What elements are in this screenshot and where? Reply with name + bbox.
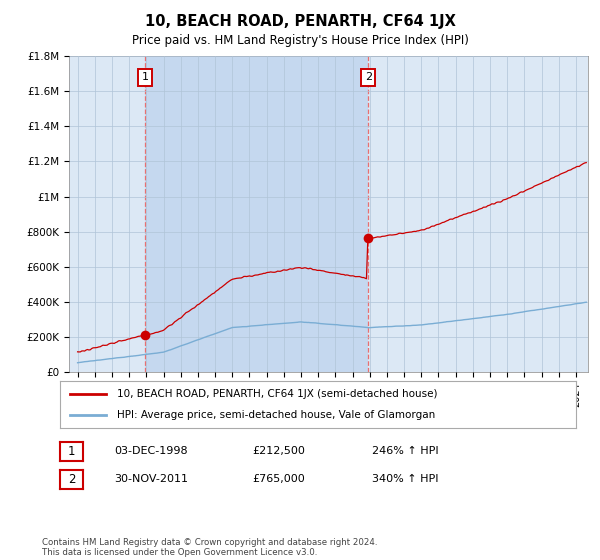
Text: 10, BEACH ROAD, PENARTH, CF64 1JX (semi-detached house): 10, BEACH ROAD, PENARTH, CF64 1JX (semi-… bbox=[117, 389, 437, 399]
Text: £212,500: £212,500 bbox=[252, 446, 305, 456]
Text: 10, BEACH ROAD, PENARTH, CF64 1JX: 10, BEACH ROAD, PENARTH, CF64 1JX bbox=[145, 14, 455, 29]
Text: 1: 1 bbox=[142, 72, 148, 82]
Text: 246% ↑ HPI: 246% ↑ HPI bbox=[372, 446, 439, 456]
Text: £765,000: £765,000 bbox=[252, 474, 305, 484]
Text: 2: 2 bbox=[68, 473, 75, 486]
Text: Price paid vs. HM Land Registry's House Price Index (HPI): Price paid vs. HM Land Registry's House … bbox=[131, 34, 469, 46]
Text: 30-NOV-2011: 30-NOV-2011 bbox=[114, 474, 188, 484]
Bar bbox=[145, 56, 368, 372]
Text: 340% ↑ HPI: 340% ↑ HPI bbox=[372, 474, 439, 484]
Text: 1: 1 bbox=[68, 445, 75, 458]
Text: Contains HM Land Registry data © Crown copyright and database right 2024.
This d: Contains HM Land Registry data © Crown c… bbox=[42, 538, 377, 557]
Text: 03-DEC-1998: 03-DEC-1998 bbox=[114, 446, 188, 456]
Text: 2: 2 bbox=[365, 72, 372, 82]
Text: HPI: Average price, semi-detached house, Vale of Glamorgan: HPI: Average price, semi-detached house,… bbox=[117, 410, 435, 420]
